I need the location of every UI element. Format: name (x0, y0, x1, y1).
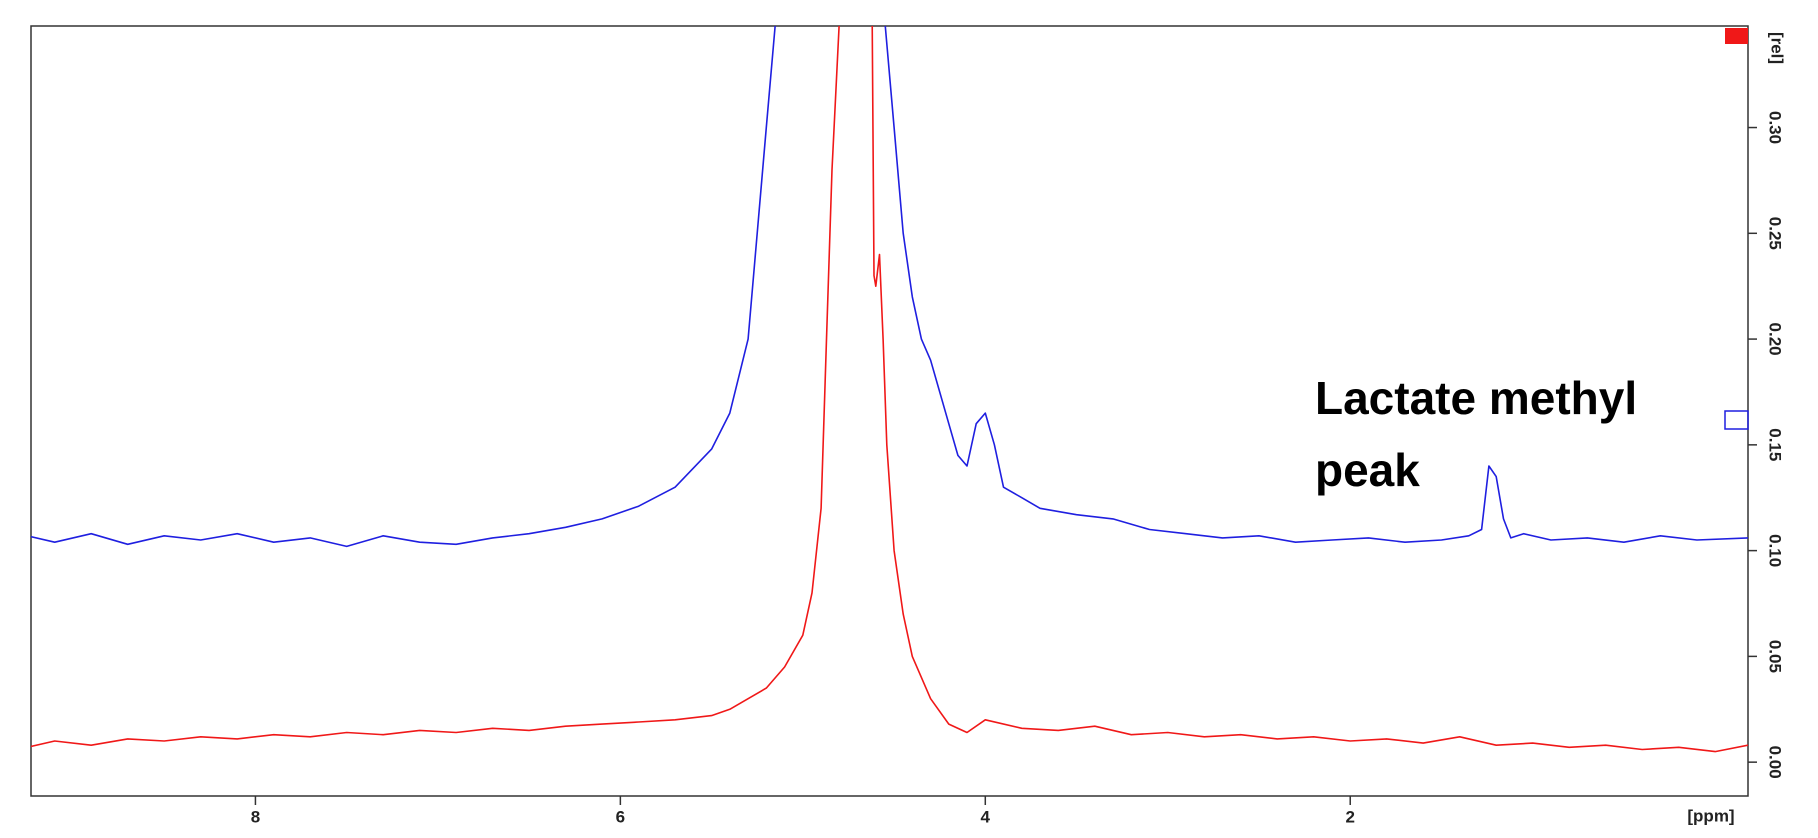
y-tick-label: 0.10 (1766, 534, 1785, 567)
y-tick-label: 0.30 (1766, 111, 1785, 144)
spectrum-line (31, 26, 1748, 753)
x-tick-label: 4 (981, 807, 991, 826)
y-tick-label: 0.00 (1766, 746, 1785, 779)
y-tick-label: 0.15 (1766, 428, 1785, 461)
y-axis-label: [rel] (1768, 32, 1787, 64)
x-tick-label: 8 (251, 807, 260, 826)
plot-area (31, 26, 1748, 753)
scale-marker (1724, 410, 1749, 430)
y-tick-label: 0.25 (1766, 217, 1785, 250)
scale-marker (1725, 28, 1748, 44)
y-tick-label: 0.20 (1766, 323, 1785, 356)
annotation: Lactate methyl peak (1315, 372, 1638, 496)
x-tick-label: 6 (616, 807, 625, 826)
x-axis-label: [ppm] (1687, 806, 1734, 825)
spectrum-line (31, 26, 1748, 548)
y-tick-label: 0.05 (1766, 640, 1785, 673)
x-tick-label: 2 (1345, 807, 1354, 826)
